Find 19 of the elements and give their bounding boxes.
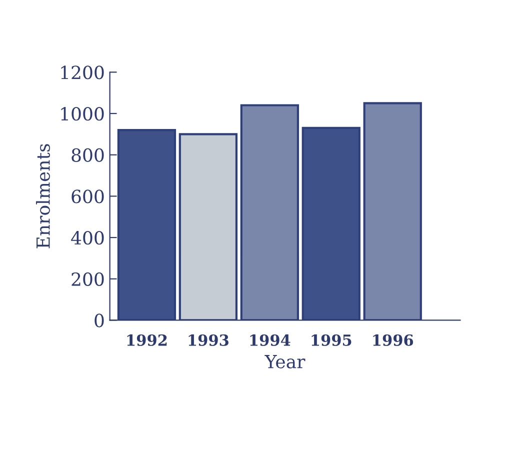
x-tick-label: 1992 [127,334,167,346]
bar [117,128,176,320]
x-tick-label: 1995 [312,334,352,346]
bar [302,126,360,320]
x-tick-label: 1993 [188,334,228,346]
y-tick-label: 0 [94,314,104,328]
y-axis-title: Enrolments [36,144,50,248]
y-tick-label: 600 [72,190,104,204]
y-tick-label: 1200 [61,66,104,80]
x-tick-label: 1996 [373,334,414,346]
bar [178,133,238,320]
y-tick-label: 800 [72,148,104,162]
bar [363,102,422,320]
bar [240,104,299,320]
y-tick-label: 1000 [61,106,104,121]
y-tick-label: 400 [71,230,104,245]
y-tick-label: 200 [72,272,104,286]
x-axis-title: Year [264,354,306,368]
x-tick-label: 1994 [250,334,290,346]
